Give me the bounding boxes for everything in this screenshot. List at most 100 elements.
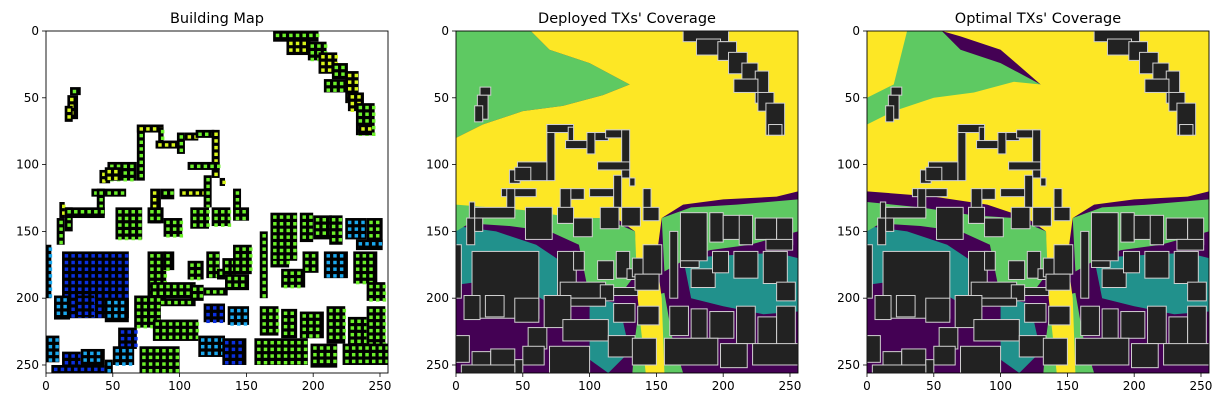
transmitter-marker [80, 210, 85, 214]
transmitter-marker [290, 311, 294, 316]
transmitter-marker [371, 346, 376, 350]
building [1026, 250, 1042, 279]
building [867, 244, 873, 299]
transmitter-marker [212, 306, 217, 310]
transmitter-marker [275, 308, 280, 313]
plot-area [456, 31, 798, 373]
transmitter-marker [138, 216, 142, 221]
transmitter-marker [99, 191, 103, 195]
transmitter-marker [350, 101, 355, 106]
transmitter-marker [207, 344, 212, 349]
transmitter-marker [155, 322, 160, 326]
transmitter-marker [59, 227, 63, 231]
transmitter-marker [242, 247, 246, 251]
transmitter-marker [134, 336, 138, 341]
transmitter-marker [279, 255, 284, 259]
transmitter-marker [326, 260, 331, 265]
transmitter-marker [84, 260, 89, 265]
transmitter-marker [363, 326, 368, 330]
transmitter-marker [293, 228, 297, 233]
transmitter-marker [107, 176, 111, 181]
building [573, 217, 593, 238]
transmitter-marker [148, 368, 153, 373]
transmitter-marker [347, 73, 352, 78]
transmitter-marker [319, 359, 324, 364]
transmitter-marker [120, 300, 125, 305]
transmitter-marker [329, 322, 333, 326]
transmitter-marker [378, 359, 383, 364]
transmitter-marker [339, 260, 344, 265]
transmitter-marker [206, 223, 210, 227]
building [514, 359, 524, 373]
transmitter-marker [382, 308, 387, 313]
building [1101, 268, 1127, 288]
transmitter-marker [110, 164, 114, 169]
y-tick-label: 100 [426, 158, 449, 172]
transmitter-marker [305, 267, 309, 271]
building [984, 217, 1004, 238]
transmitter-marker [357, 326, 361, 330]
transmitter-marker [214, 132, 218, 137]
transmitter-marker [215, 260, 220, 265]
axes-frame [866, 30, 1210, 374]
building [104, 167, 121, 181]
transmitter-marker [152, 191, 157, 195]
transmitter-marker [262, 280, 266, 285]
transmitter-marker [175, 348, 180, 353]
transmitter-marker [186, 291, 190, 295]
building [573, 250, 585, 271]
transmitter-marker [168, 355, 173, 360]
transmitter-marker [295, 41, 300, 46]
transmitter-marker [331, 238, 336, 242]
building [973, 319, 1020, 342]
transmitter-marker [369, 254, 373, 258]
transmitter-marker [362, 280, 367, 285]
transmitter-marker [91, 280, 95, 285]
transmitter-marker [235, 216, 240, 221]
transmitter-marker [156, 298, 161, 302]
transmitter-marker [347, 80, 352, 84]
transmitter-marker [371, 125, 376, 130]
transmitter-marker [70, 97, 74, 102]
building [1176, 238, 1205, 251]
transmitter-marker [120, 330, 125, 334]
transmitter-marker [262, 294, 266, 298]
transmitter-marker [327, 68, 332, 72]
transmitter-marker [118, 274, 122, 278]
transmitter-marker [355, 280, 360, 285]
transmitter-marker [48, 260, 53, 265]
transmitter-marker [230, 322, 234, 326]
transmitter-marker [215, 254, 220, 258]
x-tick-label: 200 [302, 379, 325, 393]
building [871, 364, 927, 373]
transmitter-marker [168, 322, 173, 326]
transmitter-marker [196, 270, 201, 274]
transmitter-marker [242, 267, 246, 271]
building [752, 343, 798, 366]
transmitter-marker [127, 343, 131, 348]
transmitter-marker [182, 328, 186, 333]
transmitter-marker [156, 274, 161, 278]
transmitter-marker [262, 254, 266, 258]
transmitter-marker [94, 210, 98, 214]
transmitter-marker [139, 140, 143, 145]
transmitter-marker [187, 135, 192, 139]
building [64, 105, 73, 122]
transmitter-marker [382, 315, 387, 320]
transmitter-marker [156, 267, 161, 271]
building [302, 251, 319, 273]
building [474, 206, 516, 219]
transmitter-marker [179, 227, 184, 231]
transmitter-marker [130, 171, 134, 175]
building [56, 218, 65, 245]
transmitter-marker [331, 218, 336, 222]
transmitter-marker [118, 236, 122, 241]
transmitter-marker [262, 274, 266, 278]
transmitter-marker [217, 164, 221, 169]
transmitter-marker [277, 340, 281, 345]
transmitter-marker [270, 354, 274, 358]
transmitter-marker [378, 346, 383, 350]
transmitter-marker [214, 159, 218, 163]
transmitter-marker [279, 260, 284, 265]
transmitter-marker [206, 204, 210, 209]
